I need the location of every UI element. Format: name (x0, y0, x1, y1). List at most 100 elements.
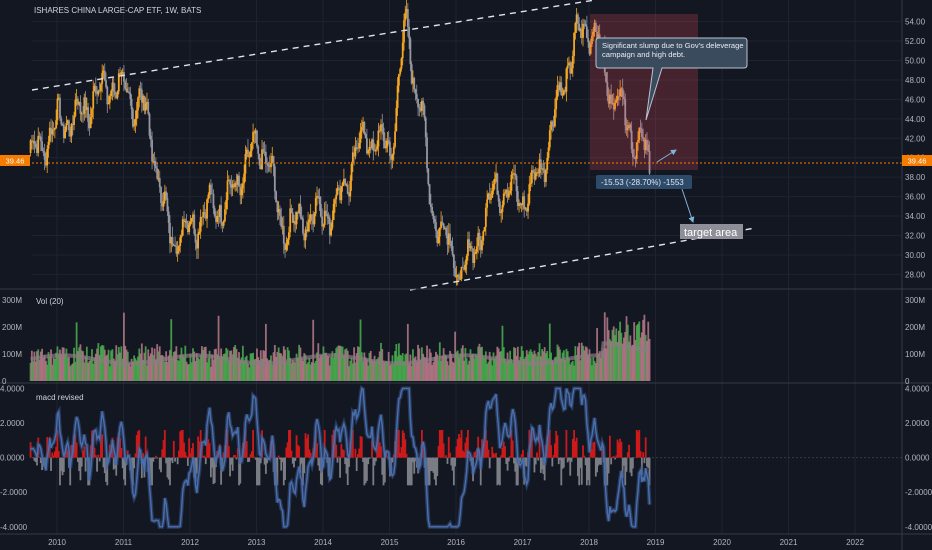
volume-bar (492, 352, 495, 381)
price-candle (615, 100, 618, 103)
macd-hist-bar (391, 457, 394, 463)
volume-bar (646, 340, 648, 381)
volume-bar (71, 363, 74, 381)
price-candle (89, 117, 92, 129)
volume-bar (565, 348, 568, 381)
volume-bar (204, 346, 207, 381)
volume-bar (76, 351, 79, 381)
macd-hist-bar (630, 457, 633, 477)
volume-bar (238, 352, 240, 381)
volume-bar (229, 350, 231, 381)
price-candle (170, 237, 173, 244)
volume-bar (319, 355, 322, 381)
macd-hist-bar (287, 429, 290, 458)
price-candle (87, 107, 90, 122)
macd-hist-bar (357, 454, 359, 458)
price-candle (189, 221, 192, 225)
macd-hist-bar (318, 457, 321, 471)
macd-hist-bar (515, 457, 518, 486)
volume-bar (445, 355, 448, 381)
measure-label[interactable]: -15.53 (-28.70%) -1553 (596, 175, 692, 189)
macd-hist-bar (574, 441, 577, 458)
volume-bar (225, 347, 228, 381)
volume-pane[interactable] (29, 312, 651, 381)
price-candle (53, 127, 56, 130)
price-candle (185, 221, 188, 224)
volume-bar (220, 348, 223, 381)
volume-bar (574, 346, 577, 381)
volume-bar (198, 359, 201, 381)
volume-bar (259, 350, 262, 381)
price-candle (112, 82, 115, 92)
volume-bar (180, 347, 183, 381)
macd-hist-bar (188, 438, 191, 458)
volume-bar (548, 323, 551, 381)
volume-bar (547, 358, 550, 381)
macd-hist-bar (171, 457, 174, 464)
price-candle (294, 221, 297, 225)
price-tick-label: 36.00 (905, 193, 926, 202)
volume-bar (207, 358, 210, 381)
volume-bar (555, 356, 558, 381)
macd-hist-bar (298, 446, 301, 458)
macd-hist-bar (317, 457, 320, 466)
price-candle (374, 149, 377, 152)
price-pane[interactable] (29, 0, 902, 291)
price-candle (62, 124, 65, 138)
price-candle (423, 105, 426, 118)
macd-tick-label: 4.0000 (905, 384, 930, 393)
macd-hist-bar (438, 429, 441, 458)
volume-bar (97, 343, 100, 381)
price-candle (309, 214, 312, 220)
volume-bar (239, 360, 242, 381)
macd-hist-bar (524, 457, 527, 466)
macd-hist-bar (573, 429, 575, 458)
price-candle (560, 82, 563, 95)
volume-bar (528, 351, 531, 381)
volume-bar (224, 353, 226, 381)
macd-hist-bar (162, 440, 165, 458)
volume-bar (602, 348, 605, 381)
price-candle (296, 212, 299, 214)
macd-hist-bar (455, 446, 458, 458)
volume-bar (110, 350, 113, 381)
macd-pane[interactable] (29, 385, 902, 529)
macd-hist-bar (585, 457, 588, 486)
volume-bar (107, 349, 110, 381)
macd-hist-bar (257, 457, 260, 486)
macd-hist-bar (50, 457, 52, 471)
macd-hist-bar (184, 452, 187, 458)
volume-bar (625, 316, 628, 381)
macd-hist-bar (239, 457, 242, 484)
price-candle (293, 221, 295, 223)
price-candle (401, 42, 404, 59)
macd-hist-bar (436, 457, 439, 477)
macd-hist-bar (178, 450, 180, 458)
macd-hist-bar (100, 435, 102, 458)
arrow-up (656, 149, 677, 163)
volume-bar (438, 342, 441, 381)
volume-bar (382, 360, 385, 381)
macd-hist-bar (282, 457, 285, 486)
annotation-callout[interactable]: Significant slump due to Gov's deleverag… (595, 37, 748, 121)
price-candle (186, 223, 189, 232)
price-candle (396, 85, 399, 108)
macd-hist-bar (302, 457, 304, 486)
volume-bar (469, 349, 472, 381)
price-candle (98, 90, 101, 92)
target-area-label[interactable]: target area (680, 224, 743, 239)
price-candle (582, 23, 584, 38)
macd-hist-bar (300, 457, 303, 464)
price-candle (65, 123, 68, 131)
price-candle (153, 160, 156, 166)
macd-hist-bar (202, 456, 205, 458)
macd-hist-bar (582, 445, 584, 458)
volume-bar (87, 362, 90, 381)
price-candle (85, 107, 88, 110)
volume-bar (84, 356, 87, 381)
macd-tick-label-left: 4.0000 (0, 384, 25, 393)
price-candle (389, 141, 391, 157)
volume-bar (193, 351, 196, 381)
volume-bar (530, 351, 533, 381)
